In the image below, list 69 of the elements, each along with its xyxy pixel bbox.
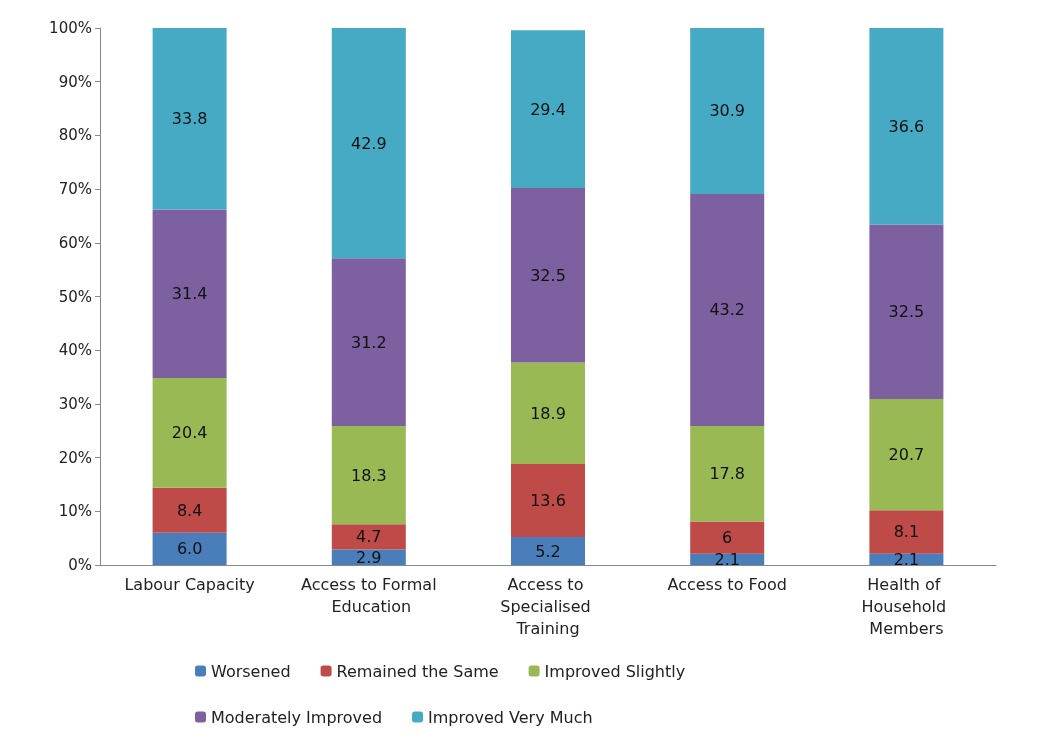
data-label: 32.5: [530, 265, 566, 285]
bar: [331, 524, 406, 550]
data-label: 20.4: [171, 423, 208, 443]
data-label: 13.6: [530, 491, 566, 511]
bar: [152, 28, 227, 210]
data-label: 32.5: [888, 302, 925, 322]
data-label: 4.7: [356, 527, 382, 547]
data-label: 2.9: [356, 547, 382, 567]
data-label: 2.1: [714, 549, 740, 569]
data-label: 33.8: [171, 109, 208, 129]
y-tick-label: 100%: [49, 19, 92, 37]
bar: [869, 399, 944, 511]
bar: [152, 378, 227, 488]
data-label: 8.4: [176, 500, 203, 520]
data-label: 31.4: [171, 284, 208, 304]
bar: [152, 209, 227, 379]
bar: [690, 28, 765, 194]
data-label: 31.2: [350, 332, 387, 352]
bar: [869, 224, 944, 400]
data-label: 29.4: [530, 99, 566, 119]
x-tick-label: Access to Specialised Training: [500, 574, 596, 638]
legend-label: Remained the Same: [336, 661, 499, 681]
y-tick-label: 20%: [58, 448, 92, 467]
bar: [511, 188, 585, 363]
data-label: 43.2: [709, 300, 746, 320]
bar: [331, 258, 406, 426]
bar: [331, 28, 406, 259]
bar: [869, 28, 944, 225]
data-label: 36.6: [888, 116, 925, 136]
bar: [511, 464, 585, 538]
y-tick-label: 50%: [58, 287, 92, 306]
bar: [331, 549, 406, 565]
bar: [511, 30, 585, 189]
data-label: 6.0: [176, 539, 203, 559]
bar: [511, 537, 585, 565]
bar: [152, 487, 227, 533]
y-tick-label: 30%: [58, 394, 92, 413]
x-tick-label: Access to Food: [667, 574, 787, 594]
y-tick-label: 70%: [58, 180, 92, 199]
y-tick-label: 10%: [58, 502, 92, 521]
bar: [690, 425, 765, 522]
y-tick-label: 80%: [58, 126, 92, 145]
legend-label: Improved Very Much: [428, 707, 593, 727]
bar: [331, 425, 406, 525]
data-label: 6: [722, 528, 733, 548]
bar: [869, 510, 944, 554]
data-label: 30.9: [709, 101, 746, 121]
y-tick-label: 40%: [58, 341, 92, 360]
bar: [690, 521, 765, 554]
data-label: 5.2: [535, 541, 561, 561]
legend-label: Worsened: [211, 661, 291, 681]
data-label: 17.8: [709, 464, 746, 484]
x-tick-label: Health of Household Members: [861, 574, 952, 638]
y-tick-label: 0%: [68, 556, 92, 574]
bar: [152, 532, 227, 565]
y-tick-label: 90%: [58, 72, 92, 91]
data-label: 18.3: [350, 465, 387, 485]
x-tick-label: Labour Capacity: [124, 574, 255, 594]
y-tick-label: 60%: [58, 233, 92, 252]
data-label: 8.1: [893, 522, 920, 542]
bar: [690, 193, 765, 426]
data-label: 2.1: [893, 549, 920, 569]
data-label: 18.9: [530, 403, 566, 423]
data-label: 20.7: [888, 445, 925, 465]
data-label: 42.9: [350, 133, 387, 153]
x-tick-label: Access to Formal Education: [301, 574, 437, 616]
legend-label: Moderately Improved: [211, 707, 383, 727]
legend-label: Improved Slightly: [544, 661, 686, 681]
bar: [511, 362, 585, 465]
